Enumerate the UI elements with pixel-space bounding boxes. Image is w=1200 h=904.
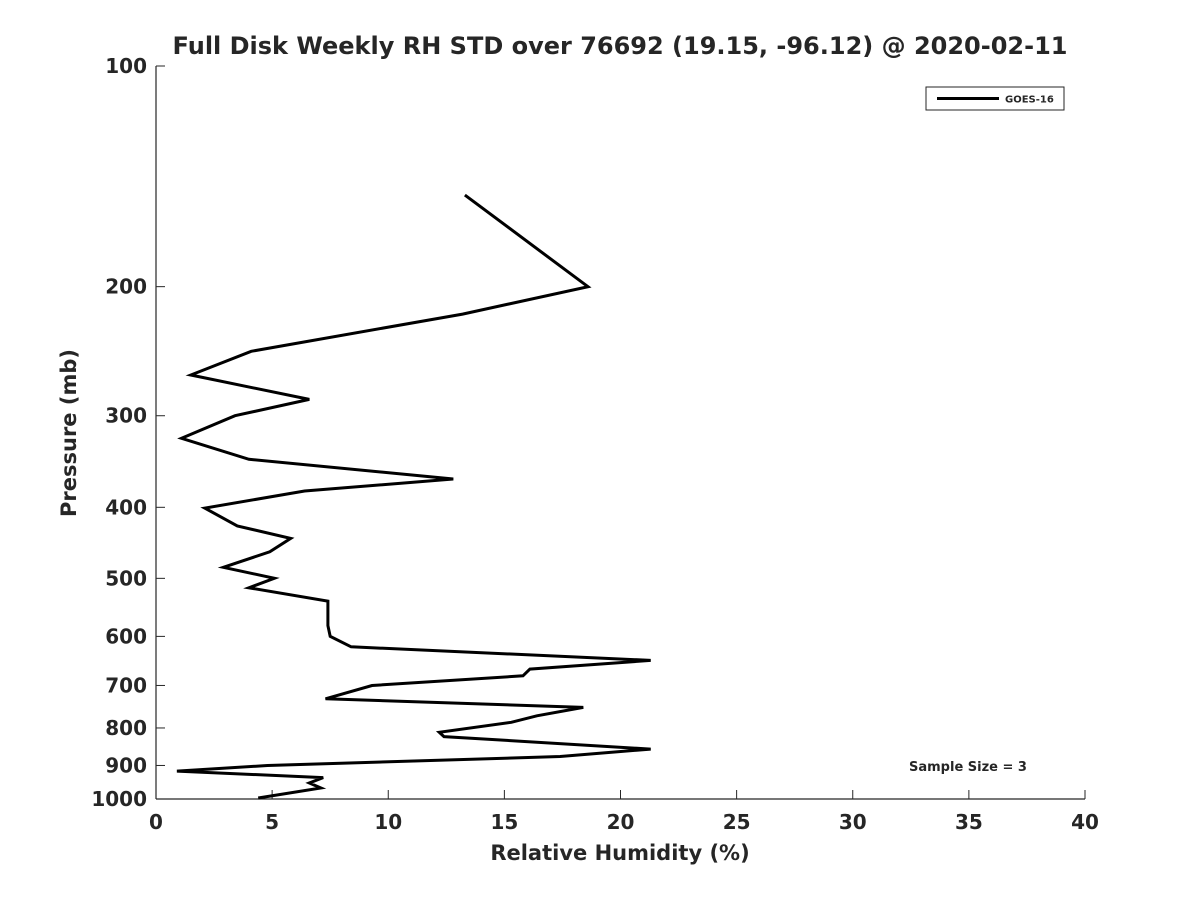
y-tick-label: 400 (105, 495, 147, 519)
x-tick-label: 30 (839, 810, 867, 834)
series-layer (176, 193, 651, 800)
y-tick-label: 100 (105, 54, 147, 78)
y-tick-label: 1000 (91, 787, 147, 811)
chart-title: Full Disk Weekly RH STD over 76692 (19.1… (173, 32, 1068, 60)
x-tick-label: 40 (1071, 810, 1099, 834)
sample-size-annotation: Sample Size = 3 (909, 760, 1027, 775)
x-tick-label: 25 (723, 810, 751, 834)
y-tick-label: 300 (105, 404, 147, 428)
y-tick-label: 500 (105, 566, 147, 590)
legend-label-goes-16: GOES-16 (1005, 95, 1054, 106)
x-tick-label: 20 (607, 810, 635, 834)
axes (155, 66, 1085, 800)
legend: GOES-16 (925, 86, 1065, 111)
series-line-goes-16 (176, 193, 651, 800)
x-tick-label: 5 (265, 810, 279, 834)
y-tick-label: 600 (105, 624, 147, 648)
x-tick-label: 35 (955, 810, 983, 834)
y-axis-label: Pressure (mb) (57, 349, 81, 517)
x-tick-label: 0 (149, 810, 163, 834)
y-tick-label: 700 (105, 673, 147, 697)
y-tick-label: 900 (105, 753, 147, 777)
x-tick-label: 15 (490, 810, 518, 834)
x-tick-label: 10 (374, 810, 402, 834)
y-tick-label: 200 (105, 275, 147, 299)
axis-ticks: 0 5 10 15 20 25 30 35 40 100 200 300 400 500 600 700 800… (91, 54, 1099, 834)
y-tick-label: 800 (105, 716, 147, 740)
x-axis-label: Relative Humidity (%) (490, 841, 749, 865)
